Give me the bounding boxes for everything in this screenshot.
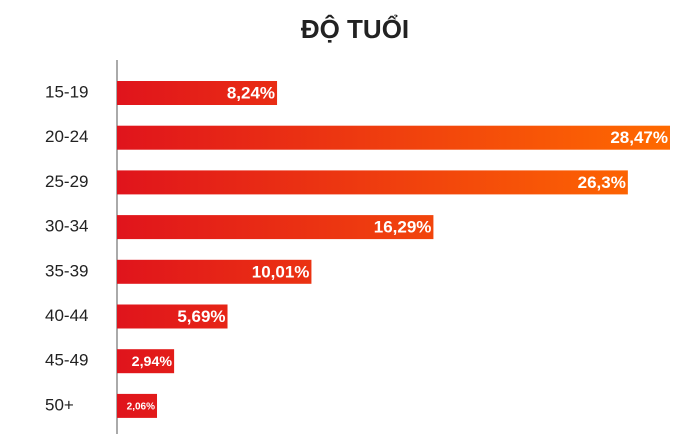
y-tick-label: 30-34 [45, 217, 88, 236]
bar [117, 349, 175, 374]
y-tick-label: 15-19 [45, 82, 88, 101]
value-label: 10,01% [252, 262, 310, 281]
bar [117, 81, 278, 105]
value-label: 5,69% [177, 307, 225, 326]
value-label: 16,29% [374, 218, 432, 237]
value-label: 26,3% [578, 173, 626, 192]
bar [117, 304, 228, 329]
bar [117, 170, 628, 195]
value-label: 28,47% [610, 128, 668, 147]
y-tick-label: 45-49 [45, 351, 88, 370]
y-tick-label: 35-39 [45, 261, 88, 280]
value-label: 8,24% [227, 83, 275, 102]
value-label: 2,94% [132, 354, 173, 370]
y-tick-label: 40-44 [45, 306, 88, 325]
chart-title: ĐỘ TUỔI [301, 14, 409, 44]
value-label: 2,06% [127, 402, 155, 413]
y-tick-label: 25-29 [45, 172, 88, 191]
bar [117, 259, 312, 284]
bar [117, 125, 670, 150]
bar [117, 393, 158, 418]
y-tick-label: 50+ [45, 395, 74, 414]
y-tick-label: 20-24 [45, 127, 88, 146]
bar [117, 215, 434, 240]
